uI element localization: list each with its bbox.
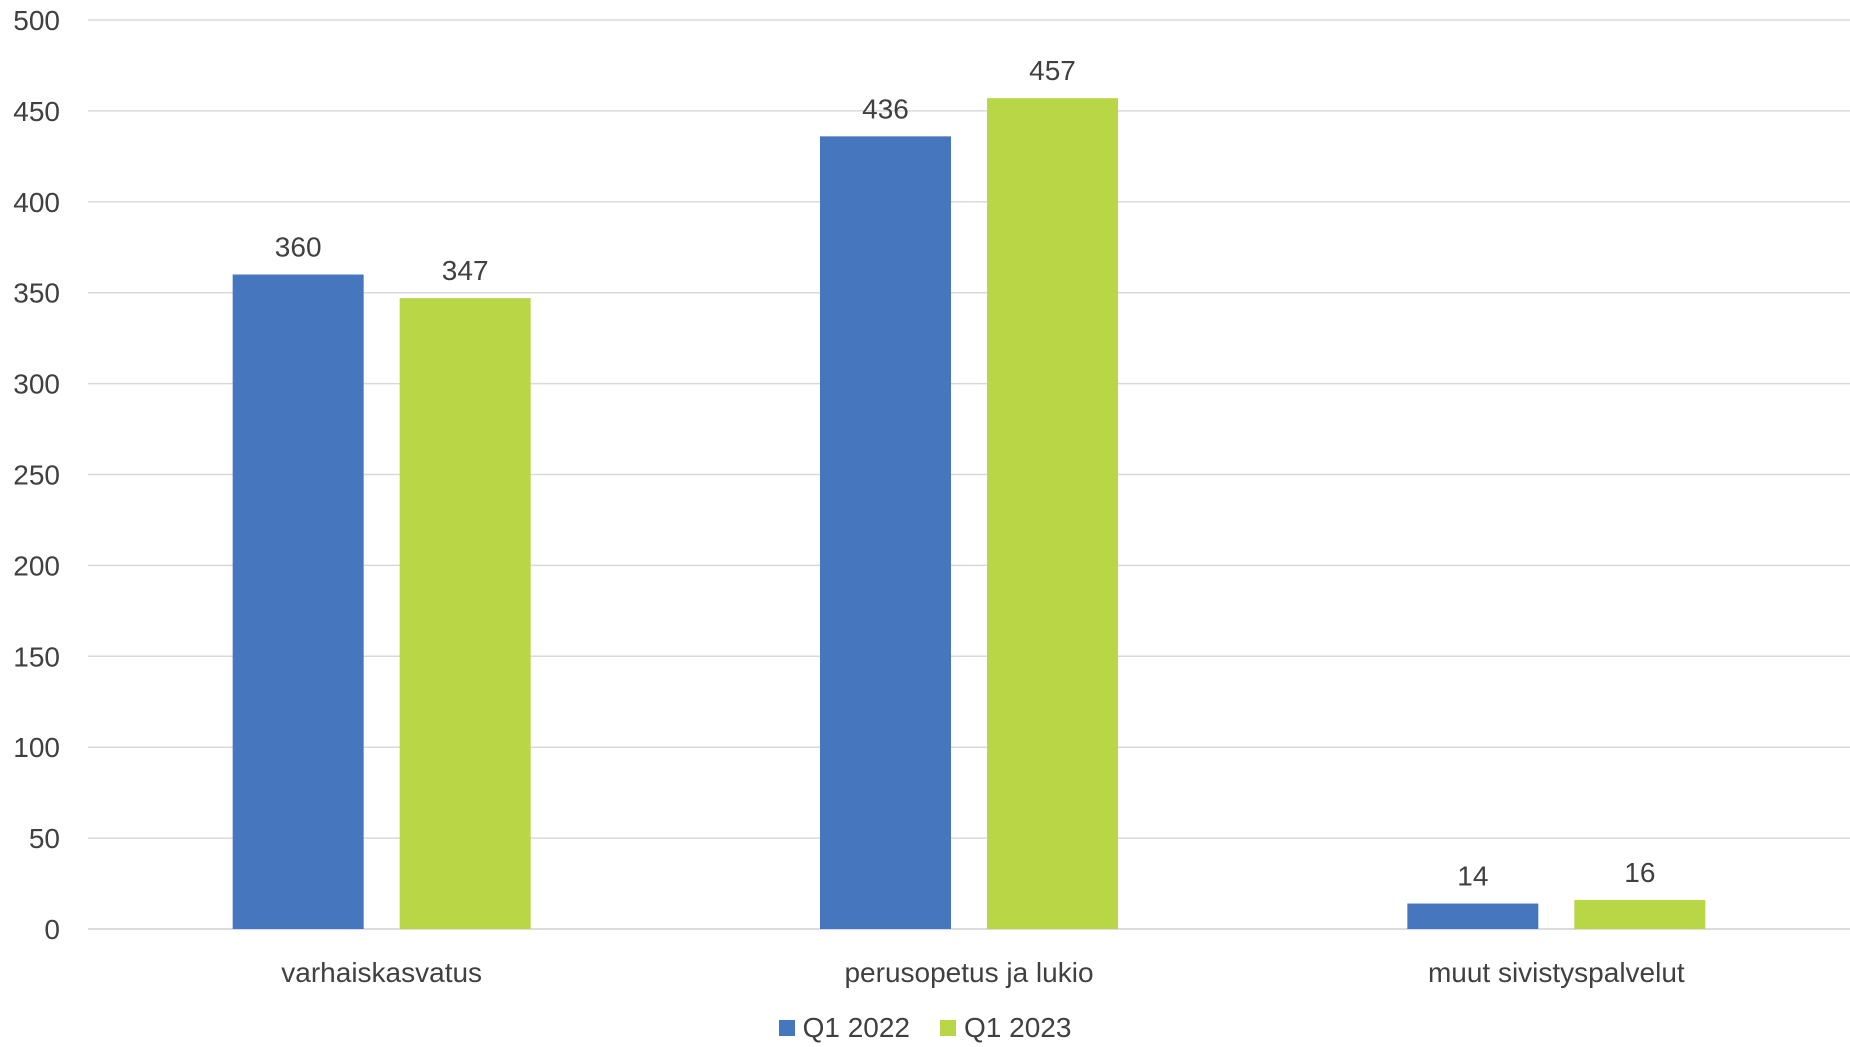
- data-label: 347: [442, 255, 489, 286]
- bar: [1407, 903, 1539, 929]
- bars: [232, 98, 1706, 930]
- y-tick-label: 50: [29, 823, 60, 854]
- legend-swatch: [940, 1020, 956, 1036]
- bar: [232, 274, 364, 929]
- y-tick-label: 400: [13, 187, 60, 218]
- data-label: 14: [1457, 861, 1488, 892]
- x-tick-label: muut sivistyspalvelut: [1428, 957, 1685, 988]
- bar: [820, 136, 951, 930]
- data-labels: 360 347 436 457 14 16: [275, 55, 1656, 891]
- legend-item: Q1 2023: [940, 1012, 1071, 1044]
- bar-chart-svg: 0 50 100 150 200 250 300 350 400 450 500 360 347 436…: [13, 5, 1850, 988]
- y-tick-label: 100: [13, 732, 60, 763]
- bar: [1574, 899, 1706, 929]
- x-axis-ticks: varhaiskasvatus perusopetus ja lukio muut …: [281, 957, 1685, 988]
- x-tick-label: perusopetus ja lukio: [844, 957, 1093, 988]
- data-label: 457: [1029, 55, 1076, 86]
- legend-item: Q1 2022: [778, 1012, 910, 1044]
- legend-label: Q1 2023: [964, 1012, 1072, 1043]
- bar: [987, 98, 1118, 929]
- data-label: 16: [1624, 857, 1655, 888]
- legend: Q1 2022 Q1 2023: [0, 1012, 1850, 1044]
- y-tick-label: 350: [13, 278, 60, 309]
- y-tick-label: 450: [13, 96, 60, 127]
- legend-label: Q1 2022: [802, 1012, 910, 1043]
- y-axis-ticks: 0 50 100 150 200 250 300 350 400 450 500: [13, 5, 60, 945]
- bar: [399, 298, 531, 929]
- y-tick-label: 150: [13, 641, 60, 672]
- x-tick-label: varhaiskasvatus: [281, 957, 482, 988]
- legend-swatch: [778, 1020, 795, 1036]
- y-tick-label: 0: [44, 914, 60, 945]
- data-label: 360: [275, 232, 322, 263]
- y-tick-label: 300: [13, 369, 60, 400]
- y-tick-label: 200: [13, 550, 60, 581]
- y-tick-label: 500: [13, 5, 60, 36]
- data-label: 436: [862, 93, 909, 124]
- gridlines: [88, 19, 1850, 930]
- y-tick-label: 250: [13, 460, 60, 491]
